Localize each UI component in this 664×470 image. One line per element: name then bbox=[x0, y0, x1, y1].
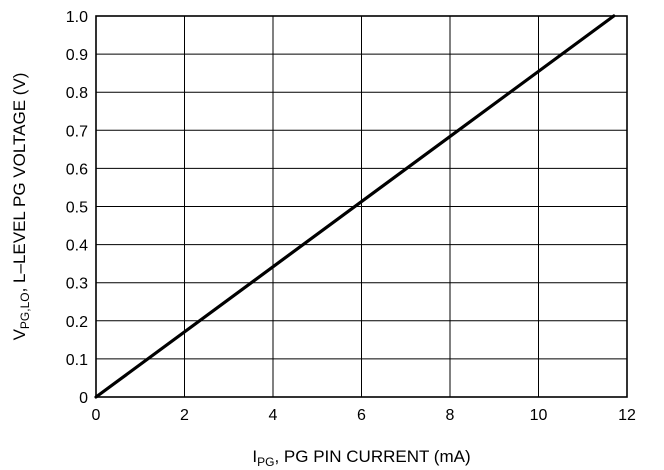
x-tick-label: 6 bbox=[357, 407, 366, 424]
y-tick-label: 0.3 bbox=[66, 276, 88, 293]
y-axis-title: VPG,LO, L–LEVEL PG VOLTAGE (V) bbox=[10, 73, 32, 341]
y-tick-label: 1.0 bbox=[66, 9, 88, 26]
x-tick-label: 12 bbox=[618, 407, 636, 424]
series-layer bbox=[94, 14, 616, 399]
y-tick-label: 0 bbox=[79, 390, 88, 407]
x-tick-label: 8 bbox=[446, 407, 455, 424]
plot-frame bbox=[95, 15, 628, 398]
x-axis-title-text: , PG PIN CURRENT (mA) bbox=[274, 447, 470, 466]
x-axis-title-subscript: PG bbox=[257, 455, 274, 469]
y-tick-label: 0.1 bbox=[66, 352, 88, 369]
y-tick-label: 0.7 bbox=[66, 123, 88, 140]
y-axis-title-subscript: PG,LO bbox=[18, 292, 32, 329]
y-axis-title-text: , L–LEVEL PG VOLTAGE (V) bbox=[10, 73, 29, 293]
y-tick-label: 0.6 bbox=[66, 161, 88, 178]
y-tick-label: 0.4 bbox=[66, 238, 88, 255]
y-tick-label: 0.8 bbox=[66, 85, 88, 102]
x-tick-label: 2 bbox=[180, 407, 189, 424]
x-tick-label: 4 bbox=[269, 407, 278, 424]
y-tick-label: 0.2 bbox=[66, 314, 88, 331]
tick-labels: 0 2 4 6 8 10 12 0 0.1 0.2 0.3 0.4 0.5 0.6 0.7 0.8 0.9 1.0 bbox=[66, 9, 636, 424]
grid bbox=[96, 16, 627, 397]
x-tick-label: 10 bbox=[530, 407, 548, 424]
x-axis-title-symbol: I bbox=[252, 447, 257, 466]
x-tick-label: 0 bbox=[92, 407, 101, 424]
y-axis-title-symbol: V bbox=[10, 328, 29, 340]
y-tick-label: 0.9 bbox=[66, 47, 88, 64]
x-axis-title: IPG, PG PIN CURRENT (mA) bbox=[252, 447, 470, 469]
series-line-0 bbox=[94, 14, 616, 399]
y-tick-label: 0.5 bbox=[66, 200, 88, 217]
